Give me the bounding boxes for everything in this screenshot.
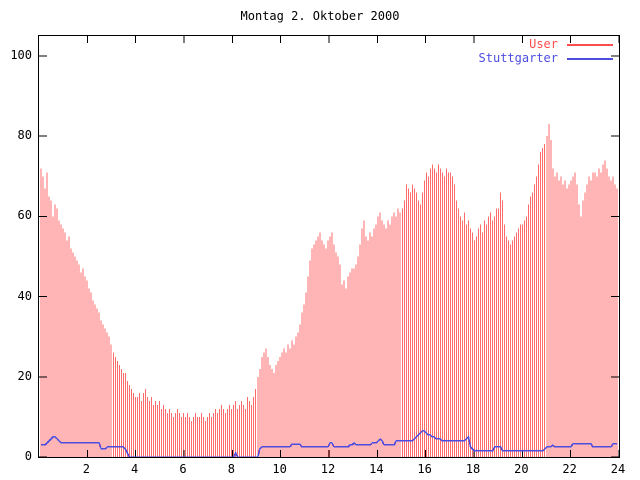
axis-ticks <box>39 36 619 457</box>
legend-label-user: User <box>529 37 558 51</box>
legend-entry-stuttgarter: Stuttgarter <box>479 52 613 65</box>
x-tick-label: 10 <box>272 462 287 476</box>
x-tick-label: 22 <box>562 462 577 476</box>
y-tick-label: 0 <box>24 449 32 463</box>
x-tick-label: 2 <box>82 462 90 476</box>
user-impulses <box>40 124 618 457</box>
legend-label-stuttgarter: Stuttgarter <box>478 51 558 65</box>
stuttgarter-polyline <box>41 430 617 457</box>
x-tick-label: 20 <box>514 462 529 476</box>
x-tick-label: 14 <box>369 462 384 476</box>
stuttgarter-line <box>41 430 617 457</box>
y-tick-label: 100 <box>10 48 32 62</box>
y-tick-label: 80 <box>17 128 32 143</box>
legend-entry-user: User <box>479 38 613 51</box>
x-tick-label: 6 <box>179 462 187 476</box>
legend: User Stuttgarter <box>479 38 613 65</box>
x-tick-label: 16 <box>417 462 432 476</box>
x-tick-label: 4 <box>131 462 139 476</box>
x-tick-label: 24 <box>610 462 626 476</box>
legend-keyline-user <box>567 43 613 46</box>
chart-title: Montag 2. Oktober 2000 <box>240 9 400 23</box>
x-tick-label: 18 <box>465 462 481 476</box>
legend-keyline-stuttgarter <box>567 57 613 60</box>
x-tick-label: 8 <box>227 462 235 476</box>
y-tick-label: 20 <box>17 368 32 383</box>
x-tick-label: 12 <box>320 462 336 476</box>
y-tick-label: 40 <box>17 288 32 303</box>
y-tick-label: 60 <box>17 208 32 223</box>
plot-canvas <box>39 36 619 457</box>
plot-area <box>38 35 620 458</box>
